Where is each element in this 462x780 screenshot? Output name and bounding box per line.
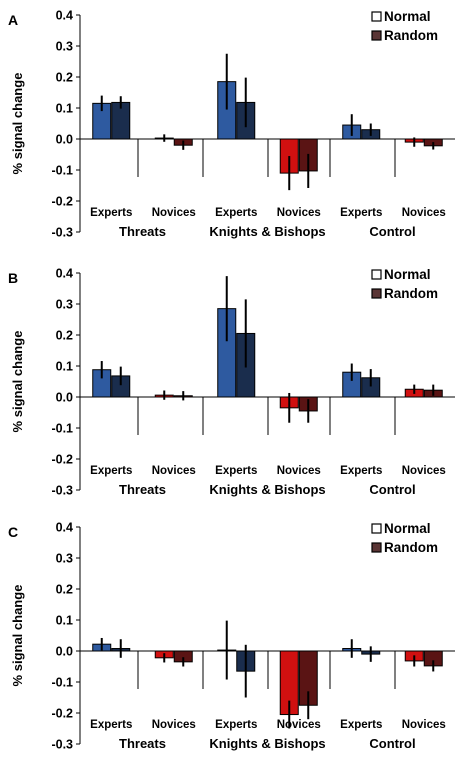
legend-label-random: Random	[384, 28, 438, 43]
legend-swatch-random	[371, 542, 382, 553]
legend-swatch-random	[371, 288, 382, 299]
group-label: Threats	[119, 482, 166, 497]
subgroup-label: Experts	[340, 465, 382, 477]
y-tick-label: 0.1	[56, 614, 73, 628]
subgroup-label: Novices	[402, 465, 446, 477]
subgroup-label: Novices	[277, 207, 321, 219]
subgroup-label: Experts	[90, 719, 132, 731]
subgroup-label: Novices	[152, 719, 196, 731]
y-tick-label: -0.3	[51, 226, 73, 240]
y-tick-label: 0.2	[56, 583, 73, 597]
chart-panel-b: B % signal change -0.3 -0.2 -0.1 0.0 0.1 0.2 0.3…	[8, 267, 455, 498]
subgroup-label: Experts	[90, 207, 132, 219]
subgroup-label: Novices	[277, 719, 321, 731]
subgroup-label: Experts	[340, 207, 382, 219]
panel-label: A	[8, 12, 18, 28]
subgroup-label: Novices	[402, 207, 446, 219]
y-tick-label: 0.3	[56, 298, 73, 312]
subgroup-label: Experts	[215, 719, 257, 731]
subgroup-label: Experts	[90, 465, 132, 477]
y-tick-label: 0.0	[56, 645, 73, 659]
subgroup-label: Novices	[402, 719, 446, 731]
chart-panel-c: C % signal change -0.3 -0.2 -0.1 0.0 0.1 0.2 0.3…	[8, 521, 455, 752]
y-tick-label: 0.4	[56, 521, 73, 535]
y-tick-label: 0.2	[56, 329, 73, 343]
y-tick-label: 0.3	[56, 40, 73, 54]
subgroup-label: Experts	[340, 719, 382, 731]
group-label: Control	[369, 224, 415, 239]
group-label: Threats	[119, 224, 166, 239]
legend-label-normal: Normal	[384, 9, 431, 24]
panel-label: B	[8, 270, 18, 286]
legend-label-normal: Normal	[384, 267, 431, 282]
legend-label-random: Random	[384, 540, 438, 555]
legend-swatch-normal	[371, 11, 382, 22]
group-label: Knights & Bishops	[209, 736, 325, 751]
y-axis-title: % signal change	[10, 585, 25, 687]
chart-panel-a: A % signal change -0.3 -0.2 -0.1 0.0 0.1 0.2 0.3…	[8, 9, 455, 240]
legend-swatch-normal	[371, 523, 382, 534]
legend-label-normal: Normal	[384, 521, 431, 536]
group-label: Threats	[119, 736, 166, 751]
y-tick-label: 0.3	[56, 552, 73, 566]
y-tick-label: 0.0	[56, 133, 73, 147]
subgroup-label: Novices	[152, 465, 196, 477]
group-label: Knights & Bishops	[209, 482, 325, 497]
legend-label-random: Random	[384, 286, 438, 301]
subgroup-label: Novices	[152, 207, 196, 219]
y-tick-label: -0.1	[51, 422, 73, 436]
y-tick-label: 0.1	[56, 102, 73, 116]
y-tick-label: 0.1	[56, 360, 73, 374]
y-tick-label: 0.4	[56, 267, 73, 281]
legend-swatch-normal	[371, 269, 382, 280]
y-tick-label: 0.0	[56, 391, 73, 405]
y-tick-label: -0.1	[51, 676, 73, 690]
y-axis-title: % signal change	[10, 331, 25, 433]
legend-swatch-random	[371, 30, 382, 41]
y-tick-label: -0.2	[51, 453, 73, 467]
subgroup-label: Novices	[277, 465, 321, 477]
y-tick-label: -0.1	[51, 164, 73, 178]
y-tick-label: -0.3	[51, 738, 73, 752]
subgroup-label: Experts	[215, 207, 257, 219]
y-tick-label: 0.4	[56, 9, 73, 23]
y-tick-label: -0.2	[51, 707, 73, 721]
y-tick-label: 0.2	[56, 71, 73, 85]
subgroup-label: Experts	[215, 465, 257, 477]
y-axis-title: % signal change	[10, 73, 25, 175]
panel-label: C	[8, 524, 18, 540]
y-tick-label: -0.3	[51, 484, 73, 498]
group-label: Knights & Bishops	[209, 224, 325, 239]
group-label: Control	[369, 736, 415, 751]
group-label: Control	[369, 482, 415, 497]
y-tick-label: -0.2	[51, 195, 73, 209]
